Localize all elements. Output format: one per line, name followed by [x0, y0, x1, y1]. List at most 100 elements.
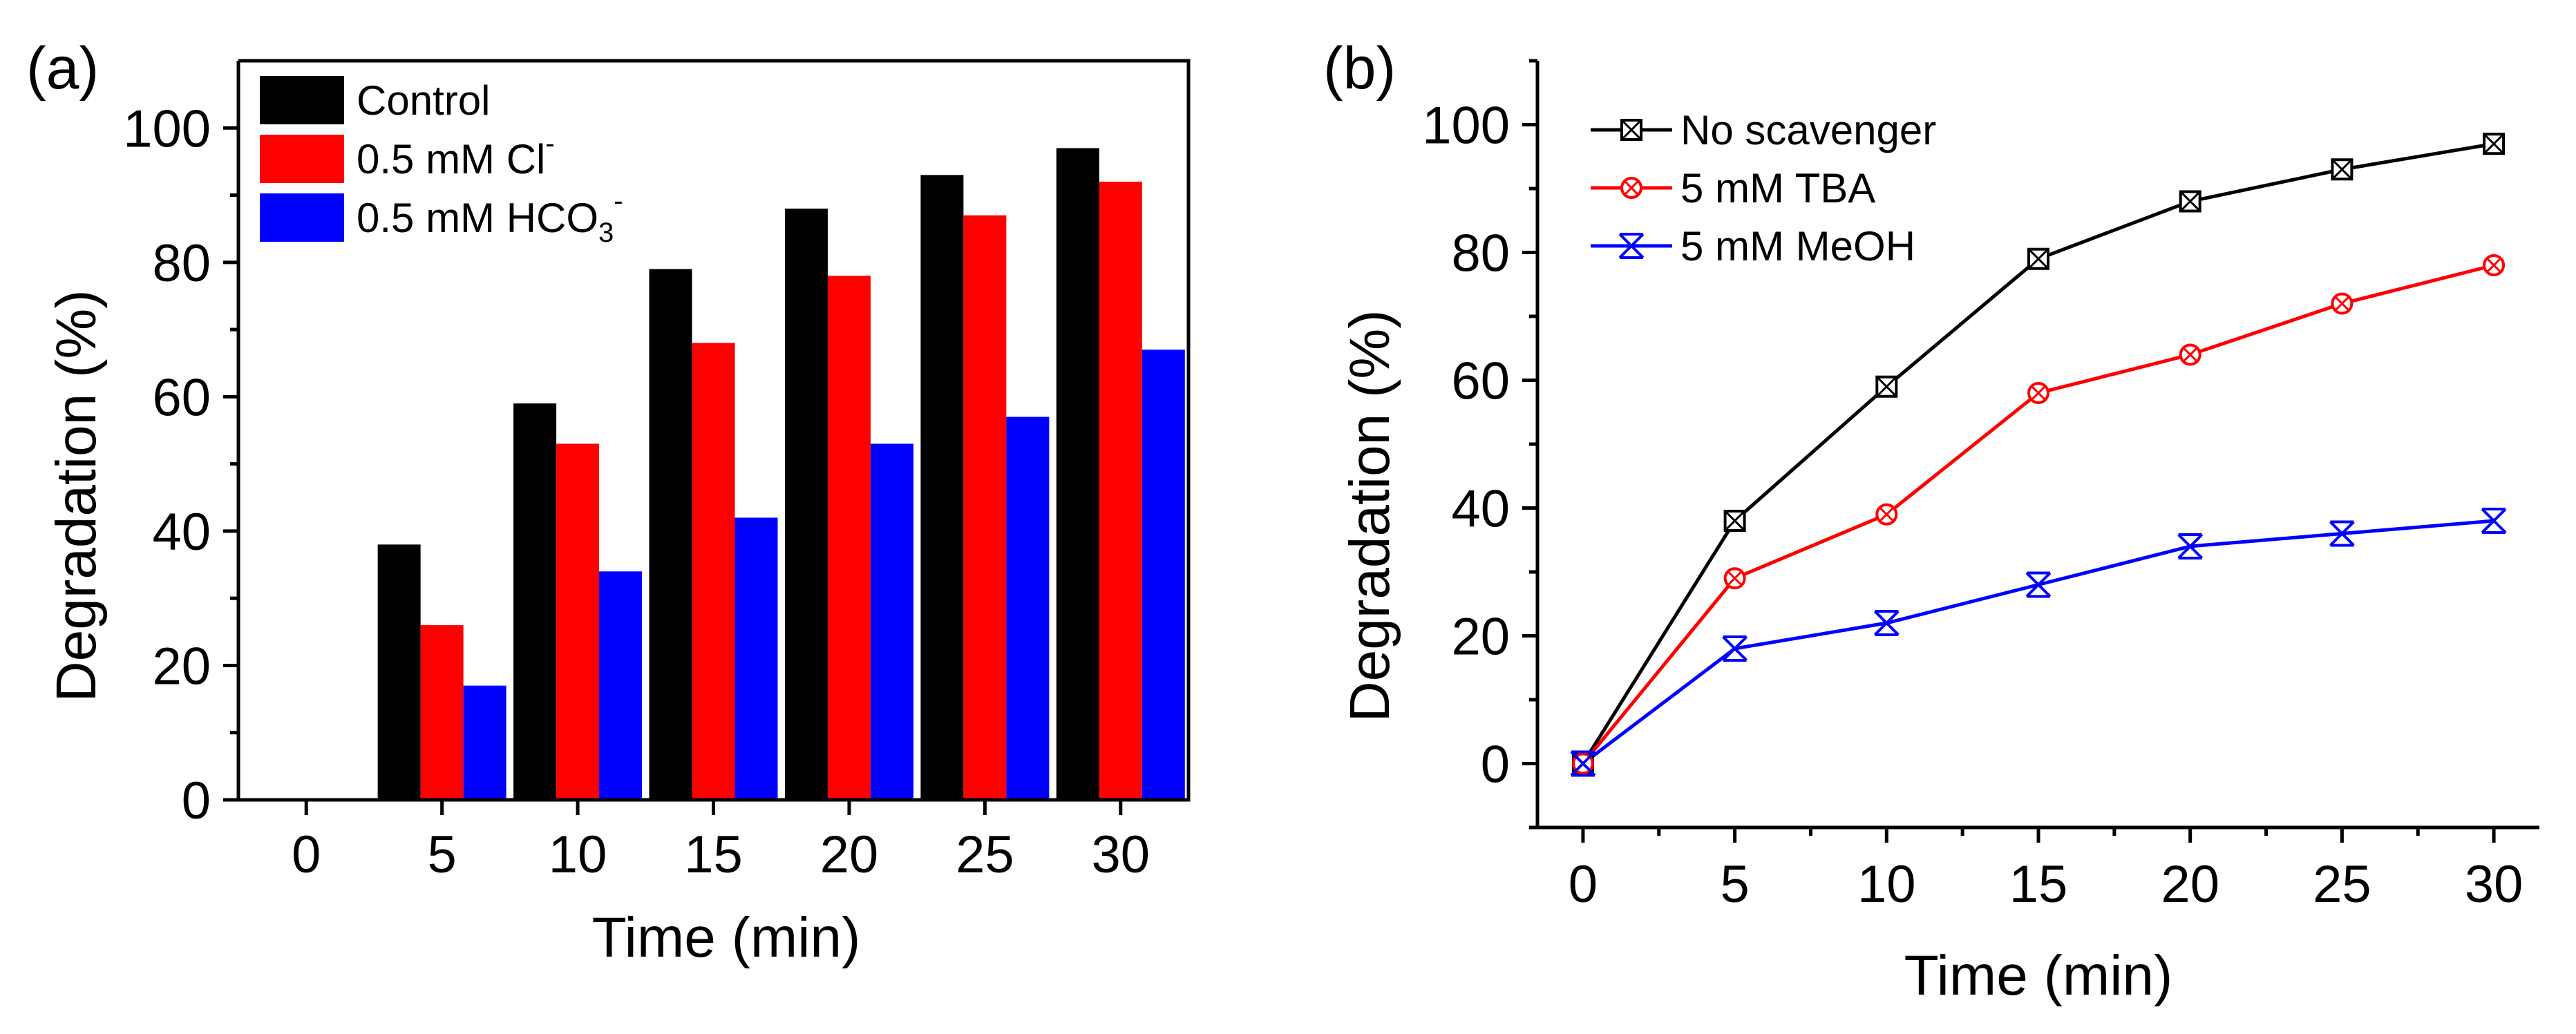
marker-cross — [2031, 385, 2046, 401]
bar-control-5 — [377, 544, 421, 800]
panel-b-point-2-0 — [1570, 750, 1596, 777]
panel-b-point-0-30 — [2483, 133, 2506, 155]
panel-a-legend-entry-1: 0.5 mM Cl- — [357, 128, 555, 182]
marker-cross — [2483, 133, 2505, 155]
panel-a-legend-superscript: - — [614, 186, 623, 216]
bar-control-10 — [513, 403, 557, 800]
panel-b-legend-label-1: 5 mM TBA — [1680, 165, 1875, 211]
panel-a-y-tick-label: 60 — [152, 368, 211, 427]
marker-star — [1722, 635, 1748, 662]
bar-bicarbonate-15 — [735, 517, 778, 800]
panel-a-y-tick-label: 0 — [182, 772, 211, 830]
bar-chloride-20 — [827, 276, 871, 801]
panel-a-legend-superscript: - — [545, 128, 554, 159]
panel-a-axes: 0 20 40 60 80 100 0 5 10 15 20 25 30 — [123, 59, 1191, 884]
panel-b-label: (b) — [1323, 35, 1396, 102]
panel-a-y-axis-title: Degradation (%) — [45, 289, 108, 702]
panel-b-point-2-5 — [1722, 635, 1748, 662]
panel-a-y-tick-label: 100 — [123, 99, 211, 158]
panel-b-point-2-15 — [2025, 571, 2052, 598]
marker-cross — [2182, 347, 2198, 363]
panel-a-label: (a) — [26, 35, 99, 102]
marker-star — [2177, 533, 2204, 559]
panel-a-legend-text: Control — [357, 77, 490, 124]
marker-cross — [1876, 376, 1897, 397]
bar-control-25 — [920, 175, 964, 800]
bar-chloride-5 — [420, 625, 464, 800]
panel-b-y-tick-label: 0 — [1481, 736, 1510, 794]
panel-a-legend-text: 0.5 mM Cl — [357, 136, 545, 182]
panel-a-x-tick-label: 20 — [820, 825, 879, 884]
panel-b-y-tick-label: 100 — [1422, 97, 1510, 155]
bar-bicarbonate-30 — [1142, 350, 1185, 801]
panel-b-legend-label-0: No scavenger — [1680, 107, 1936, 153]
panel-b-line-chart: (b) 0 20 40 60 80 100 0 5 10 15 20 25 30 No scavenge… — [1323, 35, 2539, 1007]
marker-cross — [1624, 180, 1639, 195]
panel-b-point-1-15 — [2027, 382, 2049, 404]
bar-control-30 — [1056, 148, 1099, 801]
bar-bicarbonate-5 — [463, 685, 506, 800]
panel-b-x-tick-label: 20 — [2161, 855, 2219, 914]
bar-control-20 — [784, 209, 828, 800]
panel-a-legend-swatch-1 — [260, 135, 344, 183]
panel-b-legend-marker-1 — [1620, 177, 1642, 199]
panel-b-point-0-25 — [2331, 158, 2354, 181]
marker-star — [2025, 571, 2052, 598]
marker-cross — [1620, 119, 1642, 141]
panel-b-point-2-25 — [2329, 520, 2355, 547]
panel-a-x-axis-title: Time (min) — [592, 906, 861, 969]
panel-b-legend: No scavenger 5 mM TBA 5 mM MeOH — [1591, 107, 1936, 269]
panel-b-legend-label-2: 5 mM MeOH — [1680, 223, 1915, 269]
panel-b-point-2-10 — [1873, 610, 1900, 636]
panel-a-legend-entry-0: Control — [357, 77, 490, 124]
panel-b-y-tick-label: 40 — [1451, 480, 1510, 539]
panel-b-x-axis-title: Time (min) — [1904, 944, 2173, 1007]
bar-bicarbonate-10 — [599, 571, 643, 800]
panel-b-x-tick-label: 0 — [1569, 855, 1598, 914]
panel-b-point-0-5 — [1723, 510, 1746, 532]
panel-b-legend-marker-0 — [1620, 119, 1642, 141]
panel-a-x-tick-label: 0 — [292, 825, 321, 884]
panel-b-y-axis-title: Degradation (%) — [1338, 309, 1401, 722]
marker-star — [1570, 750, 1596, 777]
bar-chloride-25 — [963, 215, 1007, 800]
panel-b-point-1-25 — [2331, 292, 2354, 315]
panel-b-series-markers — [1570, 133, 2507, 777]
panel-a-legend-swatch-0 — [260, 76, 344, 124]
panel-b-point-1-5 — [1723, 567, 1746, 590]
panel-a-legend-subscript: 3 — [598, 218, 614, 248]
panel-a-bars — [377, 148, 1185, 801]
bar-chloride-10 — [556, 443, 600, 800]
panel-b-point-0-10 — [1875, 375, 1898, 398]
bar-bicarbonate-25 — [1006, 417, 1050, 800]
marker-cross — [1724, 510, 1745, 532]
marker-star — [2481, 508, 2507, 534]
marker-star — [1873, 610, 1900, 636]
bar-bicarbonate-20 — [870, 443, 913, 800]
panel-b-axes: 0 20 40 60 80 100 0 5 10 15 20 25 30 — [1422, 59, 2539, 914]
panel-a-y-tick-label: 20 — [152, 637, 211, 696]
panel-b-x-tick-label: 15 — [2009, 855, 2068, 914]
panel-a-y-tick-label: 40 — [152, 503, 211, 562]
bar-chloride-15 — [692, 343, 735, 801]
panel-b-point-1-10 — [1875, 503, 1898, 526]
panel-a-x-tick-label: 15 — [684, 825, 743, 884]
marker-cross — [2334, 296, 2350, 312]
panel-a-x-tick-label: 30 — [1092, 825, 1150, 884]
panel-a-x-tick-label: 5 — [428, 825, 457, 884]
panel-a-legend-swatch-2 — [260, 193, 344, 242]
panel-a-plot-frame — [236, 59, 1191, 802]
marker-star — [1618, 233, 1645, 259]
panel-b-x-tick-label: 10 — [1857, 855, 1916, 914]
panel-b-point-1-20 — [2179, 343, 2201, 366]
bar-chloride-30 — [1099, 182, 1142, 800]
panel-a-x-tick-label: 10 — [549, 825, 607, 884]
panel-b-x-tick-label: 25 — [2313, 855, 2371, 914]
marker-cross — [2179, 191, 2201, 212]
panel-b-series-line-2 — [1582, 519, 2494, 765]
marker-cross — [2331, 159, 2353, 180]
panel-b-point-2-30 — [2481, 508, 2507, 534]
bar-control-15 — [649, 269, 692, 801]
